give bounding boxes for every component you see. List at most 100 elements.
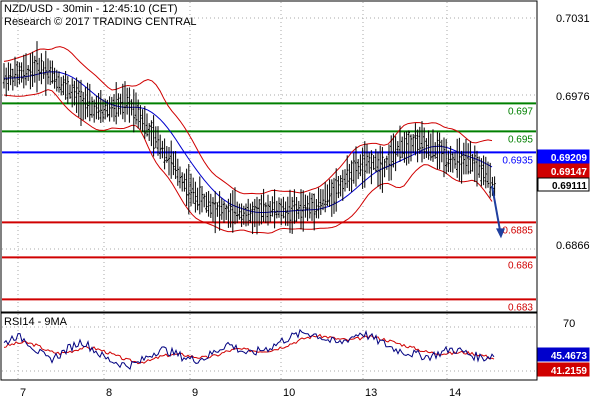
price-bar: [101, 99, 105, 123]
price-bar: [150, 120, 153, 147]
price-bar: [143, 105, 146, 139]
price-bar: [275, 200, 278, 219]
price-bar: [31, 51, 34, 87]
price-box-label: 0.69209: [551, 153, 588, 164]
price-bar: [24, 53, 28, 86]
price-bar: [13, 56, 17, 87]
price-bar: [310, 193, 314, 221]
price-bar: [381, 147, 384, 193]
price-bar: [326, 184, 329, 207]
price-bar: [154, 126, 157, 149]
price-bar: [394, 136, 397, 172]
levels: 0.697 0.695 0.6935 0.6885 0.686 0.683: [2, 102, 536, 313]
y-tick-label: 0.7031: [556, 13, 590, 25]
price-bar: [295, 197, 298, 222]
price-bar: [9, 63, 12, 86]
price-bar: [467, 143, 470, 175]
price-bar: [29, 53, 32, 90]
price-bar: [225, 204, 228, 220]
price-bar: [5, 67, 8, 97]
price-bar: [196, 187, 199, 211]
price-bar: [475, 150, 479, 187]
price-bar: [110, 96, 113, 118]
price-bar: [44, 50, 47, 96]
price-bar: [7, 62, 10, 91]
x-tick-label: 9: [192, 387, 198, 399]
price-bar: [108, 96, 111, 122]
price-bar: [55, 69, 58, 92]
price-bar: [308, 192, 311, 219]
price-bar: [442, 137, 446, 178]
price-bar: [447, 150, 450, 173]
price-bar: [440, 139, 443, 163]
price-bar: [121, 83, 124, 120]
price-bar: [64, 70, 67, 100]
price-bar: [383, 158, 386, 178]
price-bar: [346, 155, 349, 189]
level-label: 0.6935: [502, 155, 533, 166]
price-bar: [453, 151, 457, 169]
price-bar: [420, 121, 424, 163]
price-bar: [273, 189, 276, 229]
price-bar: [348, 163, 351, 192]
price-bar: [112, 94, 116, 122]
price-bar: [238, 203, 241, 220]
price-bar: [478, 156, 481, 178]
price-bar: [167, 146, 171, 176]
price-bar: [324, 181, 327, 213]
price-bar: [412, 134, 415, 154]
price-box: [537, 149, 590, 164]
price-bar: [370, 150, 373, 185]
price-bar: [416, 129, 419, 163]
price-bar: [288, 189, 292, 234]
price-bar: [183, 173, 186, 192]
price-bar: [106, 99, 109, 118]
price-bar: [313, 193, 316, 231]
price-bar: [27, 65, 30, 81]
price-bar: [418, 126, 421, 155]
moving-average-line: [3, 71, 493, 213]
price-panel-frame: [0, 0, 538, 313]
price-bar: [82, 91, 85, 121]
price-bar: [359, 154, 362, 177]
price-bar: [368, 152, 371, 174]
price-bar: [229, 193, 232, 228]
price-bar: [407, 130, 410, 164]
price-bar: [68, 84, 72, 99]
price-bar: [209, 193, 212, 219]
price-bar: [354, 146, 358, 187]
price-bar: [339, 175, 342, 197]
price-bar: [427, 130, 430, 160]
price-bar: [187, 164, 190, 215]
price-bar: [438, 132, 441, 170]
price-bar: [266, 194, 270, 226]
price-bar: [277, 197, 281, 218]
price-bar: [350, 160, 353, 193]
price-bar: [341, 169, 344, 201]
price-bar: [357, 159, 360, 180]
price-bar: [271, 196, 274, 217]
price-bar: [130, 99, 133, 116]
price-bar: [464, 138, 468, 175]
price-bar: [40, 53, 43, 85]
price-bar: [73, 80, 76, 106]
price-bar: [97, 92, 100, 120]
price-bar: [423, 127, 426, 160]
price-bar: [332, 177, 336, 214]
x-tick-label: 10: [283, 387, 295, 399]
price-bar: [200, 186, 204, 213]
price-bar: [145, 113, 149, 137]
price-bar: [330, 179, 333, 217]
rsi-box-label: 45.4673: [551, 351, 588, 362]
price-bar: [284, 201, 287, 226]
price-bar: [119, 93, 122, 115]
price-bar: [486, 161, 490, 188]
price-bar: [84, 87, 87, 120]
price-bar: [335, 168, 338, 212]
price-bar: [134, 92, 138, 125]
price-bar: [460, 150, 463, 184]
price-bar: [262, 188, 265, 222]
price-box: [537, 163, 590, 178]
price-bar: [18, 62, 21, 85]
rsi-boxes: 45.4673 41.2159: [537, 347, 590, 377]
